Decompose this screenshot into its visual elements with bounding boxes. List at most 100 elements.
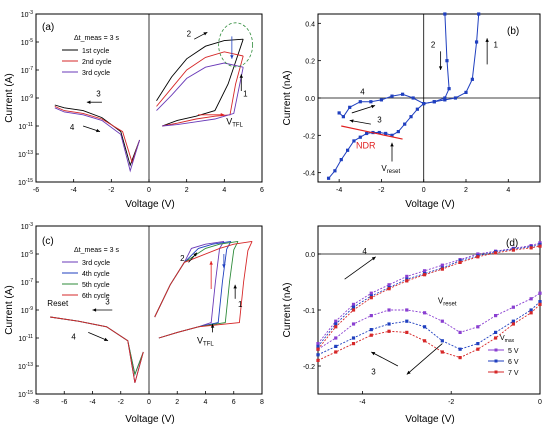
arrow-4 — [351, 105, 376, 114]
y-tick-label: 10-11 — [18, 122, 33, 131]
x-tick-label: -2 — [448, 399, 454, 406]
arrow-3-label: 3 — [96, 90, 101, 99]
data-point — [405, 308, 409, 312]
x-tick-label: 0 — [147, 399, 151, 406]
series-2-y — [317, 301, 541, 356]
data-point — [458, 356, 462, 360]
data-point — [538, 300, 542, 304]
data-point — [511, 248, 515, 252]
data-point — [511, 305, 515, 309]
panel-b-ylabel: Current (nA) — [282, 70, 293, 125]
reset-label: Reset — [47, 299, 69, 308]
data-point — [379, 98, 384, 102]
legend-entry: 2nd cycle — [82, 59, 112, 66]
data-point — [316, 344, 320, 348]
data-point — [351, 322, 356, 326]
panel-c-label: (c) — [42, 236, 54, 247]
legend-title: Vmax — [500, 335, 515, 344]
arrow-3-head — [86, 100, 91, 104]
data-point — [405, 274, 409, 278]
series-3-y_return — [317, 245, 541, 350]
panel-d-ylabel: Current (nA) — [282, 282, 293, 337]
data-point — [458, 259, 462, 263]
arrow-4-head — [371, 256, 376, 261]
data-point — [396, 130, 400, 134]
y-tick-label: -0.4 — [303, 171, 315, 178]
vreset-arrow-head — [406, 370, 411, 375]
arrow-1-head — [233, 284, 237, 289]
panel-a: (a) Voltage (V) Current (A) -6 -4 -2 0 2 4 6 10… — [4, 10, 264, 210]
legend-entry: 1st cycle — [82, 48, 109, 55]
data-point — [511, 319, 515, 323]
arrow-1-label: 1 — [238, 300, 243, 309]
data-point — [538, 302, 542, 306]
data-point — [351, 336, 356, 340]
vreset-arrow — [406, 343, 443, 375]
y-tick-label: 0.0 — [305, 96, 315, 103]
data-point — [337, 111, 341, 115]
data-point — [422, 311, 427, 315]
data-point — [494, 330, 498, 334]
data-point — [494, 336, 498, 340]
series-4-sweep-3 — [50, 316, 144, 383]
data-point — [494, 251, 498, 255]
data-point — [387, 329, 391, 333]
data-point — [443, 12, 447, 16]
data-point — [440, 350, 444, 354]
panel-c-ylabel: Current (A) — [4, 285, 15, 334]
data-point — [341, 115, 345, 119]
y-tick-label: 10-3 — [21, 222, 33, 231]
panel-d: (d) Voltage (V) Current (nA) -4 -2 0 -0.2 -0… — [282, 225, 542, 425]
y-tick-label: 10-11 — [18, 334, 33, 343]
data-point — [316, 358, 320, 362]
x-tick-label: 2 — [464, 187, 468, 194]
data-point — [405, 330, 409, 334]
legend-entry: 7 V — [508, 370, 519, 377]
series-3-y — [317, 304, 541, 361]
data-point — [369, 296, 373, 300]
arrow-2-label: 2 — [431, 41, 436, 50]
y-tick-label: 10-9 — [21, 306, 33, 315]
arrow-4-head — [96, 128, 101, 133]
legend-entry: 5 V — [508, 348, 519, 355]
vtfl-arrow-red-head — [220, 113, 225, 117]
series-1-sweep-3 — [50, 316, 144, 377]
data-point — [334, 319, 338, 323]
y-tick-label: -0.2 — [303, 133, 315, 140]
x-tick-label: 2 — [175, 399, 179, 406]
x-tick-label: 0 — [147, 187, 151, 194]
data-point — [494, 314, 498, 318]
data-point — [443, 98, 447, 102]
data-point — [538, 242, 542, 247]
x-tick-label: 4 — [222, 187, 226, 194]
data-point — [405, 319, 409, 323]
arrow-3-head — [371, 352, 376, 356]
arrow-3-head — [349, 119, 354, 123]
data-point — [369, 333, 373, 337]
x-tick-label: -2 — [118, 399, 124, 406]
data-point — [422, 269, 427, 273]
legend-entry: 6 V — [508, 359, 519, 366]
data-point — [316, 347, 320, 351]
data-point — [333, 169, 337, 173]
panel-a-ylabel: Current (A) — [4, 73, 15, 122]
series-2-line — [338, 13, 450, 118]
arrow-2-label: 2 — [187, 29, 192, 38]
series-1-up_sweep — [162, 39, 244, 127]
series-2-up_sweep — [162, 55, 244, 127]
data-point — [351, 305, 356, 309]
panel-a-xlabel: Voltage (V) — [125, 199, 174, 210]
x-tick-label: -4 — [336, 187, 342, 194]
arrow-1-head — [485, 38, 489, 42]
arrow-4-label: 4 — [70, 123, 75, 132]
data-point — [476, 342, 480, 346]
arrow-3-label: 3 — [105, 297, 110, 306]
data-point — [538, 244, 542, 248]
arrow-3-label: 3 — [371, 367, 376, 376]
data-point — [445, 59, 449, 63]
panel-c-xlabel: Voltage (V) — [125, 414, 174, 425]
series-3-up_sweep — [162, 67, 244, 127]
data-point — [432, 100, 436, 104]
series-1-down_sweep — [156, 38, 244, 102]
